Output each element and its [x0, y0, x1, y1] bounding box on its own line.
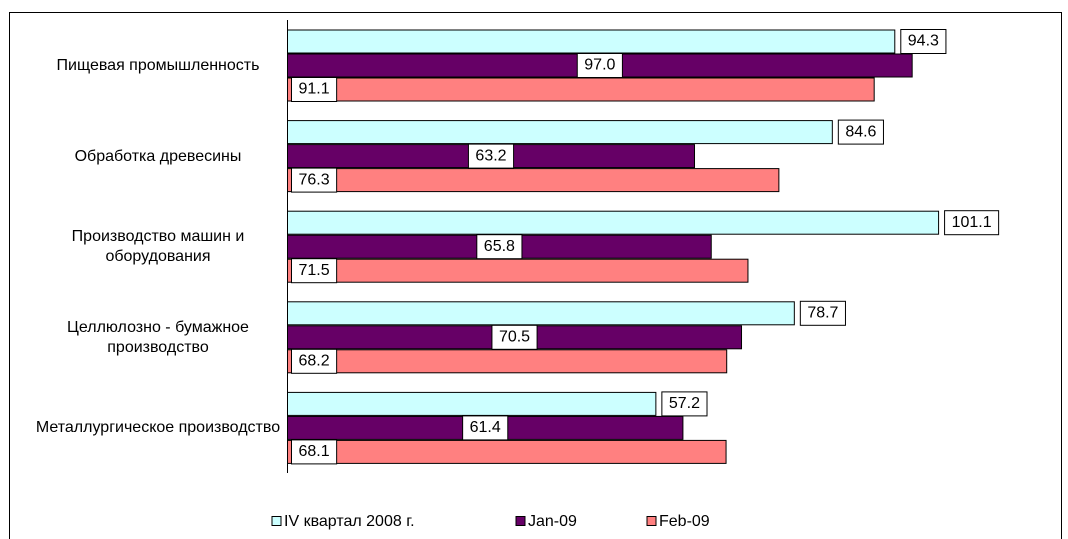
value-label-box — [661, 391, 708, 417]
value-label-box — [476, 234, 523, 260]
value-label: 68.2 — [299, 353, 330, 370]
bar — [287, 349, 728, 374]
value-label: 97.0 — [584, 57, 615, 74]
value-label: 101.1 — [952, 214, 992, 231]
bar — [287, 29, 896, 54]
value-label-box — [944, 210, 1000, 236]
value-label: 91.1 — [299, 81, 330, 98]
bar — [287, 210, 940, 235]
category-label: Пищевая промышленность — [56, 57, 260, 74]
value-label-box — [799, 300, 846, 326]
value-label-box — [291, 167, 338, 193]
bar — [287, 301, 795, 326]
value-label: 71.5 — [299, 262, 330, 279]
value-label-box — [291, 77, 338, 102]
legend-label: Feb-09 — [659, 513, 710, 530]
legend-label: Jan-09 — [528, 513, 577, 530]
legend-swatch — [271, 516, 282, 526]
bar — [287, 120, 833, 145]
value-label: 94.3 — [908, 33, 939, 50]
category-label: Целлюлозно - бумажное производство — [67, 318, 249, 356]
value-label: 61.4 — [470, 419, 501, 436]
value-label: 76.3 — [299, 171, 330, 188]
value-label: 57.2 — [669, 395, 700, 412]
value-label-box — [291, 258, 338, 284]
value-label-box — [900, 29, 947, 54]
category-label: Обработка древесины — [74, 147, 242, 165]
chart-border — [9, 12, 1062, 539]
value-label-box — [491, 324, 538, 350]
bar — [287, 258, 749, 283]
category-label: Производство машин и оборудования — [71, 228, 245, 266]
value-label-box — [462, 415, 509, 441]
value-label: 63.2 — [475, 147, 506, 164]
value-label: 68.1 — [299, 443, 330, 460]
value-label-box — [291, 439, 338, 465]
bar — [287, 77, 875, 102]
legend-swatch — [646, 516, 657, 526]
value-label: 84.6 — [845, 123, 876, 140]
legend-label: IV квартал 2008 г. — [284, 513, 415, 530]
value-label: 70.5 — [499, 329, 530, 346]
value-label-box — [291, 348, 338, 374]
value-label: 65.8 — [484, 238, 515, 255]
bar — [287, 439, 727, 464]
bar — [287, 391, 657, 416]
category-label: Металлургическое производство — [35, 419, 281, 437]
value-label: 78.7 — [807, 305, 838, 322]
value-label-box — [837, 119, 884, 145]
bar — [287, 168, 780, 193]
legend-swatch — [515, 516, 526, 526]
